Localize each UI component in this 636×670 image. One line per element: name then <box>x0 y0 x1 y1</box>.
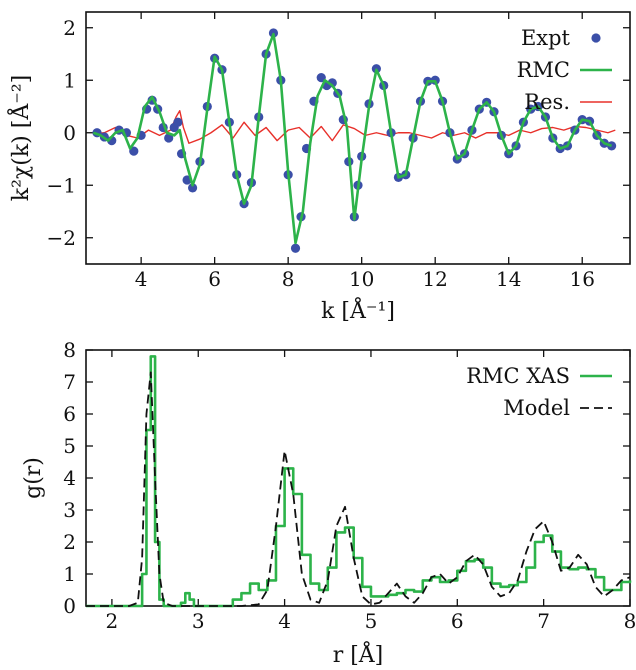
top-y-tick-label: 0 <box>63 121 76 145</box>
top-expt-point <box>607 141 617 151</box>
bottom-y-axis-label: g(r) <box>21 457 46 499</box>
bottom-legend: RMC XAS Model <box>466 364 612 420</box>
top-x-tick-label: 10 <box>349 267 374 291</box>
bottom-y-tick-label: 1 <box>63 562 76 586</box>
top-expt-point <box>316 73 326 83</box>
bottom-model-line <box>86 371 631 607</box>
bottom-y-tick-label: 3 <box>63 498 76 522</box>
top-y-axis-label: k²χ(k) [Å⁻²] <box>6 75 34 201</box>
bottom-y-tick-label: 8 <box>63 338 76 362</box>
top-y-tick-label: −2 <box>47 226 76 250</box>
top-x-tick-label: 4 <box>135 267 148 291</box>
bottom-x-tick-label: 4 <box>278 609 291 633</box>
bottom-y-tick-label: 4 <box>63 466 76 490</box>
bottom-x-tick-label: 3 <box>192 609 205 633</box>
top-expt-point <box>173 117 183 127</box>
top-x-tick-label: 16 <box>569 267 594 291</box>
top-legend-label: Expt <box>521 26 571 50</box>
bottom-x-tick-label: 5 <box>365 609 378 633</box>
top-expt-point <box>164 133 174 143</box>
bottom-legend-label: RMC XAS <box>466 364 570 388</box>
top-plot-frame <box>85 11 631 265</box>
bottom-rmc-xas-line <box>86 355 632 608</box>
top-rmc-line <box>92 32 613 245</box>
top-x-tick-label: 12 <box>422 267 447 291</box>
top-legend: Expt RMC Res. <box>517 26 612 114</box>
bottom-chart-panel: 2 3 4 5 6 7 8 0 1 2 3 4 5 6 7 8 RMC XAS Model r [Å] g(r) <box>21 338 636 668</box>
top-y-tick-label: 1 <box>63 68 76 92</box>
bottom-y-tick-label: 0 <box>63 594 76 618</box>
top-legend-expt-swatch <box>591 33 601 43</box>
bottom-axis-ticks: 2 3 4 5 6 7 8 0 1 2 3 4 5 6 7 8 <box>63 338 636 633</box>
bottom-y-tick-label: 2 <box>63 530 76 554</box>
top-expt-point <box>290 243 301 253</box>
top-res-line <box>93 110 616 144</box>
top-x-tick-label: 6 <box>208 267 221 291</box>
top-x-axis-label: k [Å⁻¹] <box>321 296 395 324</box>
top-series-group <box>92 28 617 253</box>
top-expt-point <box>187 183 198 193</box>
bottom-y-tick-label: 5 <box>63 434 76 458</box>
bottom-x-tick-label: 8 <box>624 609 636 633</box>
top-expt-point <box>129 146 139 156</box>
bottom-y-tick-label: 7 <box>63 370 76 394</box>
top-legend-label: Res. <box>524 90 570 114</box>
bottom-x-axis-label: r [Å] <box>333 640 384 668</box>
bottom-series-group <box>86 355 632 608</box>
top-legend-label: RMC <box>517 58 570 82</box>
top-x-tick-label: 14 <box>496 267 521 291</box>
top-x-tick-label: 8 <box>282 267 295 291</box>
bottom-legend-label: Model <box>503 396 570 420</box>
bottom-x-tick-label: 6 <box>451 609 464 633</box>
top-y-tick-label: −1 <box>47 173 76 197</box>
bottom-plot-frame <box>85 349 631 607</box>
bottom-y-tick-label: 6 <box>63 402 76 426</box>
bottom-x-tick-label: 7 <box>537 609 550 633</box>
bottom-x-tick-label: 2 <box>106 609 119 633</box>
top-y-tick-label: 2 <box>63 16 76 40</box>
